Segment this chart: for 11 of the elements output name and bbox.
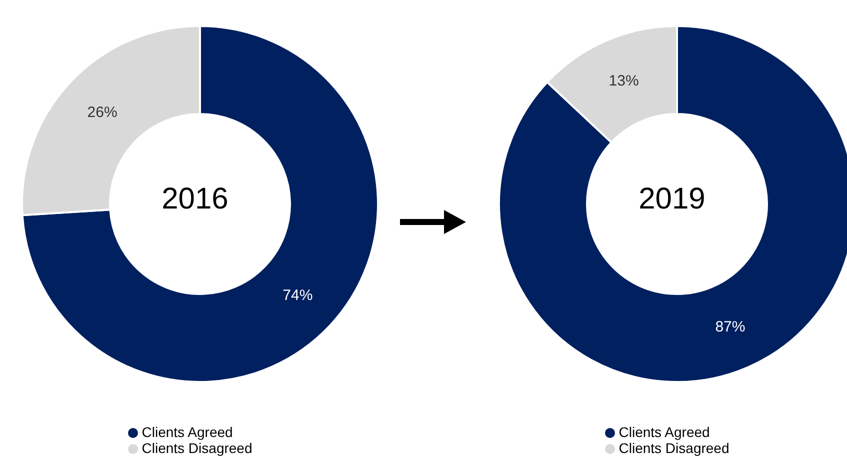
data-label: 87% — [715, 318, 746, 336]
legend-label: Clients Disagreed — [618, 440, 730, 456]
text: 2019 — [638, 182, 706, 216]
legend-label: Clients Disagreed — [142, 440, 252, 456]
data-label: 74% — [282, 287, 313, 304]
data-label: 26% — [87, 104, 118, 121]
legend-label: Clients Agreed — [618, 424, 710, 440]
text: 2016 — [162, 182, 228, 216]
donut-slice — [21, 25, 379, 383]
data-label: 13% — [608, 72, 639, 90]
legend-label: Clients Agreed — [142, 424, 233, 440]
